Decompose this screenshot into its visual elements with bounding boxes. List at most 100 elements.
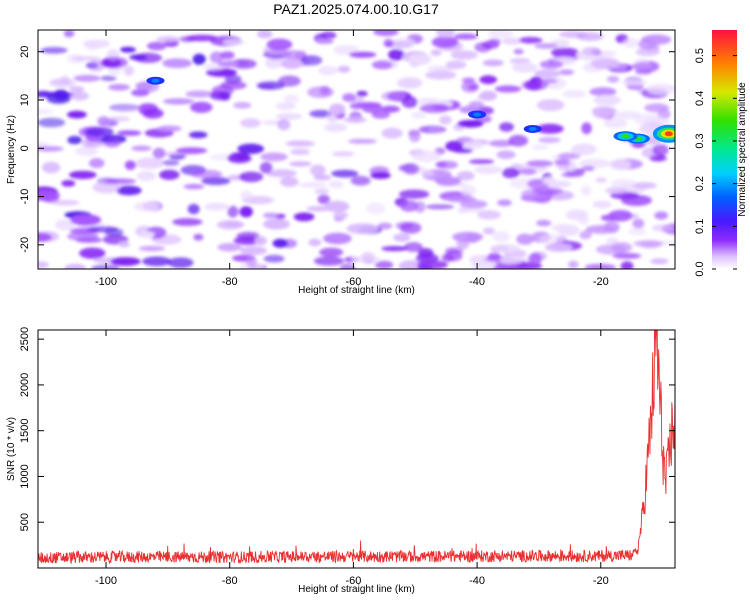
heatmap-cell	[608, 210, 633, 222]
heatmap-cell	[136, 171, 157, 181]
heatmap-cell	[61, 180, 76, 187]
heatmap-cell	[67, 135, 82, 145]
heatmap-cell	[185, 90, 214, 98]
heatmap-cell	[490, 244, 521, 253]
heatmap-cell	[592, 200, 612, 209]
heatmap-peak	[473, 112, 482, 117]
heatmap-cell	[632, 218, 645, 229]
heatmap-cell	[142, 256, 172, 267]
heatmap-cell	[313, 174, 332, 181]
x-axis-label: Height of straight line (km)	[298, 584, 415, 595]
heatmap-cell	[425, 204, 455, 210]
heatmap-cell	[298, 182, 328, 188]
heatmap-cell	[50, 199, 80, 206]
heatmap-cell	[657, 108, 671, 120]
heatmap-cell	[397, 77, 423, 89]
x-tick-label: -80	[222, 575, 238, 587]
heatmap-cell	[87, 59, 105, 72]
heatmap-cell	[536, 123, 564, 134]
heatmap-cell	[263, 254, 285, 263]
heatmap-cell	[159, 169, 180, 180]
heatmap-cell	[633, 240, 664, 247]
heatmap-cell	[156, 36, 181, 43]
heatmap-cell	[285, 140, 315, 147]
heatmap-cell	[463, 140, 484, 150]
heatmap-cell	[401, 96, 418, 108]
heatmap-cell	[54, 219, 75, 231]
heatmap-cell	[436, 30, 455, 38]
heatmap-cell	[518, 36, 543, 44]
heatmap-cell	[531, 144, 549, 150]
heatmap-cell	[492, 231, 511, 243]
heatmap-cell	[421, 170, 435, 177]
heatmap-cell	[468, 101, 485, 109]
heatmap-cell	[580, 185, 592, 196]
heatmap-cell	[538, 234, 566, 245]
heatmap-peak	[151, 78, 160, 83]
heatmap-cell	[277, 118, 291, 131]
heatmap-cell	[652, 144, 669, 156]
colorbar-tick-label: 0.5	[694, 48, 706, 63]
heatmap-cell	[621, 79, 648, 86]
heatmap-cell	[38, 261, 49, 269]
heatmap-cell	[589, 87, 617, 97]
heatmap-cell	[317, 194, 330, 205]
heatmap-cell	[69, 86, 85, 92]
heatmap-cell	[190, 101, 213, 113]
heatmap-peak	[528, 126, 537, 131]
heatmap-cell	[328, 180, 344, 189]
heatmap-cell	[482, 227, 495, 235]
heatmap-cell	[536, 219, 552, 227]
heatmap-cell	[649, 155, 668, 162]
heatmap-cell	[538, 136, 561, 144]
heatmap-cell	[135, 157, 165, 169]
heatmap-cell	[511, 62, 538, 73]
heatmap-cell	[227, 205, 239, 218]
heatmap-cell	[581, 122, 592, 135]
x-tick-label: -40	[469, 575, 485, 587]
x-tick-label: -20	[593, 575, 609, 587]
heatmap-cell	[578, 158, 611, 169]
heatmap-cell	[138, 245, 166, 252]
heatmap-cell	[283, 94, 299, 103]
heatmap-cell	[110, 105, 140, 113]
heatmap-cell	[308, 238, 322, 247]
heatmap-cell	[534, 43, 558, 49]
colorbar-tick-label: 0.0	[694, 261, 706, 276]
heatmap-cell	[479, 75, 498, 85]
x-tick-label: -20	[593, 276, 609, 288]
heatmap-cell	[439, 115, 452, 125]
heatmap-cell	[474, 165, 503, 174]
heatmap-cell	[40, 47, 68, 54]
heatmap-cell	[231, 58, 257, 69]
heatmap-cell	[263, 218, 290, 230]
x-tick-label: -100	[95, 575, 117, 587]
heatmap-cell	[526, 160, 554, 167]
y-tick-label: -10	[19, 189, 31, 205]
heatmap-cell	[516, 233, 534, 245]
heatmap-cell	[38, 108, 54, 115]
heatmap-cell	[399, 222, 422, 234]
heatmap-cell	[417, 264, 433, 269]
y-tick-label: 1000	[19, 464, 31, 488]
heatmap-cell	[266, 169, 297, 178]
heatmap-cell	[408, 130, 421, 143]
heatmap-cell	[487, 30, 514, 39]
heatmap-cell	[67, 110, 87, 119]
heatmap-cell	[613, 110, 642, 120]
heatmap-cell	[239, 246, 267, 256]
heatmap-cell	[381, 246, 408, 252]
heatmap-cell	[355, 102, 382, 108]
heatmap-cell	[73, 74, 101, 82]
heatmap-cell	[307, 86, 334, 98]
heatmap-cell	[147, 41, 167, 51]
heatmap-cell	[430, 49, 442, 56]
heatmap-cell	[123, 65, 134, 76]
heatmap-cell	[497, 199, 512, 207]
heatmap-cell	[293, 212, 315, 222]
heatmap-cell	[551, 47, 579, 58]
heatmap-cell	[240, 118, 261, 128]
chart-title: PAZ1.2025.074.00.10.G17	[273, 1, 439, 17]
heatmap-cell	[370, 172, 391, 179]
heatmap-cell	[445, 60, 467, 70]
